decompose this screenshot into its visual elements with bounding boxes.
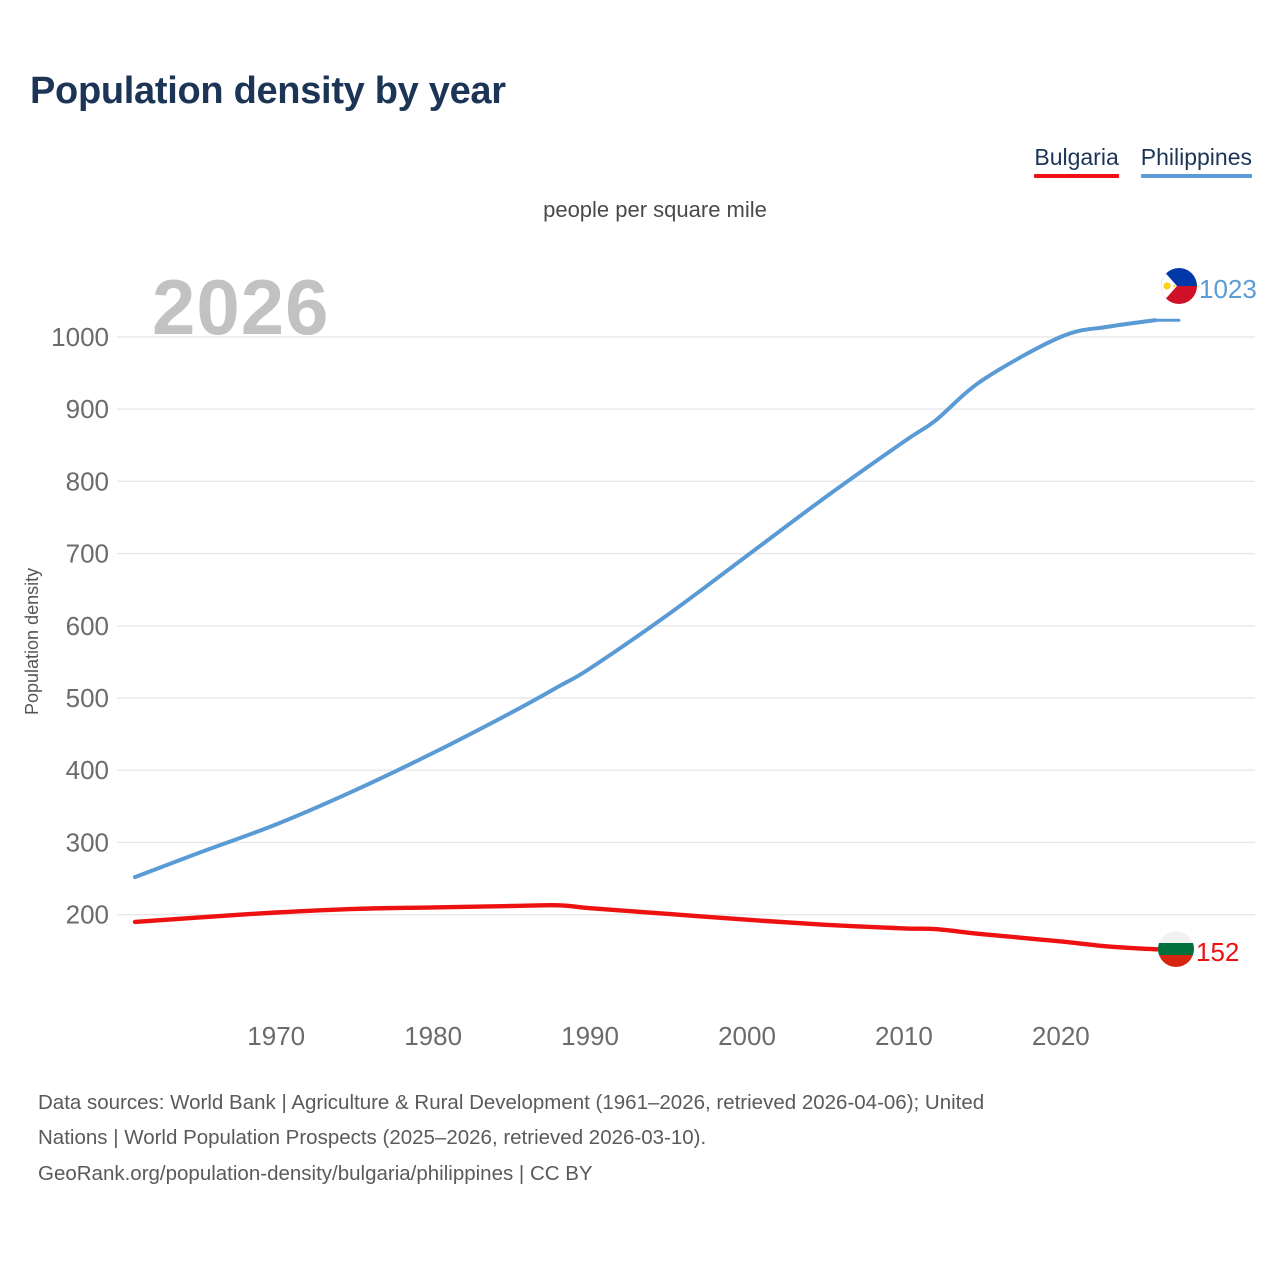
legend-rule-bulgaria: [1034, 174, 1119, 179]
x-tick-labels-group: 1970 1980 1990 2000 2010 2020: [247, 1021, 1089, 1051]
x-tick-label: 2000: [718, 1021, 776, 1051]
x-tick-label: 2010: [875, 1021, 933, 1051]
philippines-flag-icon: [1161, 268, 1197, 304]
y-tick-label: 500: [66, 683, 109, 713]
y-tick-label: 300: [66, 827, 109, 857]
end-value-philippines: 1023: [1199, 274, 1257, 304]
y-tick-label: 200: [66, 900, 109, 930]
chart-subtitle: people per square mile: [543, 197, 767, 222]
bulgaria-flag-icon: [1158, 931, 1194, 967]
connector-stubs-group: [1152, 318, 1182, 952]
legend-item-bulgaria[interactable]: Bulgaria: [1034, 144, 1119, 179]
y-tick-label: 600: [66, 611, 109, 641]
y-tick-label: 900: [66, 394, 109, 424]
legend-label-philippines: Philippines: [1140, 144, 1252, 170]
footer-line-3: GeoRank.org/population-density/bulgaria/…: [38, 1161, 593, 1185]
x-tick-label: 1980: [404, 1021, 462, 1051]
series-line-bulgaria: [132, 902, 1158, 952]
legend-rule-philippines: [1140, 174, 1252, 179]
x-tick-label: 1990: [561, 1021, 619, 1051]
footer-line-1: Data sources: World Bank | Agriculture &…: [38, 1091, 985, 1114]
gridlines-group: [117, 336, 1255, 916]
series-paths-group: [132, 318, 1158, 952]
page-title: Population density by year: [30, 70, 506, 112]
legend-label-bulgaria: Bulgaria: [1034, 144, 1119, 170]
y-tick-label: 400: [66, 755, 109, 785]
series-line-philippines: [133, 318, 1157, 880]
footer-sources: Data sources: World Bank | Agriculture &…: [38, 1085, 1253, 1191]
chart-legend: Bulgaria Philippines: [1034, 144, 1252, 179]
y-tick-labels-group: 200 300 400 500 600 700 800 900 1000: [51, 322, 109, 930]
chart-svg: 200 300 400 500 600 700 800 900 1000 1970 1980 199…: [51, 318, 1255, 1051]
legend-item-philippines[interactable]: Philippines: [1140, 144, 1252, 179]
x-tick-label: 1970: [247, 1021, 305, 1051]
plot-area: 200 300 400 500 600 700 800 900 1000 1970 1980 199…: [0, 255, 1280, 1055]
y-tick-label: 1000: [51, 322, 109, 352]
end-value-bulgaria: 152: [1196, 937, 1240, 967]
year-watermark: 2026: [152, 263, 330, 351]
y-tick-label: 700: [66, 539, 109, 569]
y-tick-label: 800: [66, 466, 109, 496]
x-tick-label: 2020: [1032, 1021, 1090, 1051]
footer-line-2: Nations | World Population Prospects (20…: [38, 1126, 707, 1150]
